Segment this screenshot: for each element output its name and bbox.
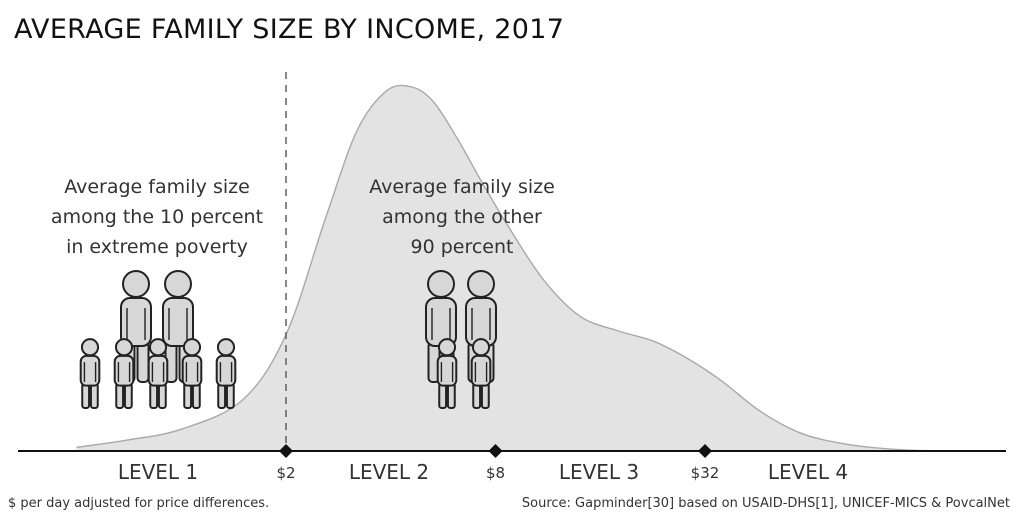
level-label: LEVEL 3 (559, 460, 639, 484)
level-label: LEVEL 2 (349, 460, 429, 484)
child-figure-icon (215, 338, 237, 410)
income-distribution-area (76, 85, 939, 452)
x-tick-label: $2 (276, 464, 295, 482)
annotation-line: in extreme poverty (66, 236, 248, 258)
chart-title: AVERAGE FAMILY SIZE BY INCOME, 2017 (14, 14, 565, 45)
child-figure-icon (181, 338, 203, 410)
child-figure-icon (147, 338, 169, 410)
child-figure-icon (79, 338, 101, 410)
child-figure-icon (436, 338, 458, 410)
annotation-line: Average family size (64, 176, 250, 198)
footnote: $ per day adjusted for price differences… (8, 496, 270, 511)
x-tick-marker (488, 444, 503, 458)
adult-figure-icon (120, 270, 152, 383)
x-tick-marker (698, 444, 712, 458)
annotation-line: 90 percent (411, 236, 514, 258)
annotation-line: among the other (382, 206, 542, 228)
level-label: LEVEL 4 (768, 460, 848, 484)
income-distribution-curve (76, 84, 939, 452)
child-figure-icon (470, 338, 492, 410)
level-label: LEVEL 1 (118, 460, 198, 484)
child-figure-icon (113, 338, 135, 410)
annotation-line: among the 10 percent (51, 206, 263, 228)
x-tick-marker (279, 444, 293, 458)
annotation-line: Average family size (369, 176, 555, 198)
source-note: Source: Gapminder[30] based on USAID-DHS… (521, 496, 1010, 511)
x-tick-label: $32 (691, 464, 720, 482)
x-tick-label: $8 (486, 464, 505, 482)
